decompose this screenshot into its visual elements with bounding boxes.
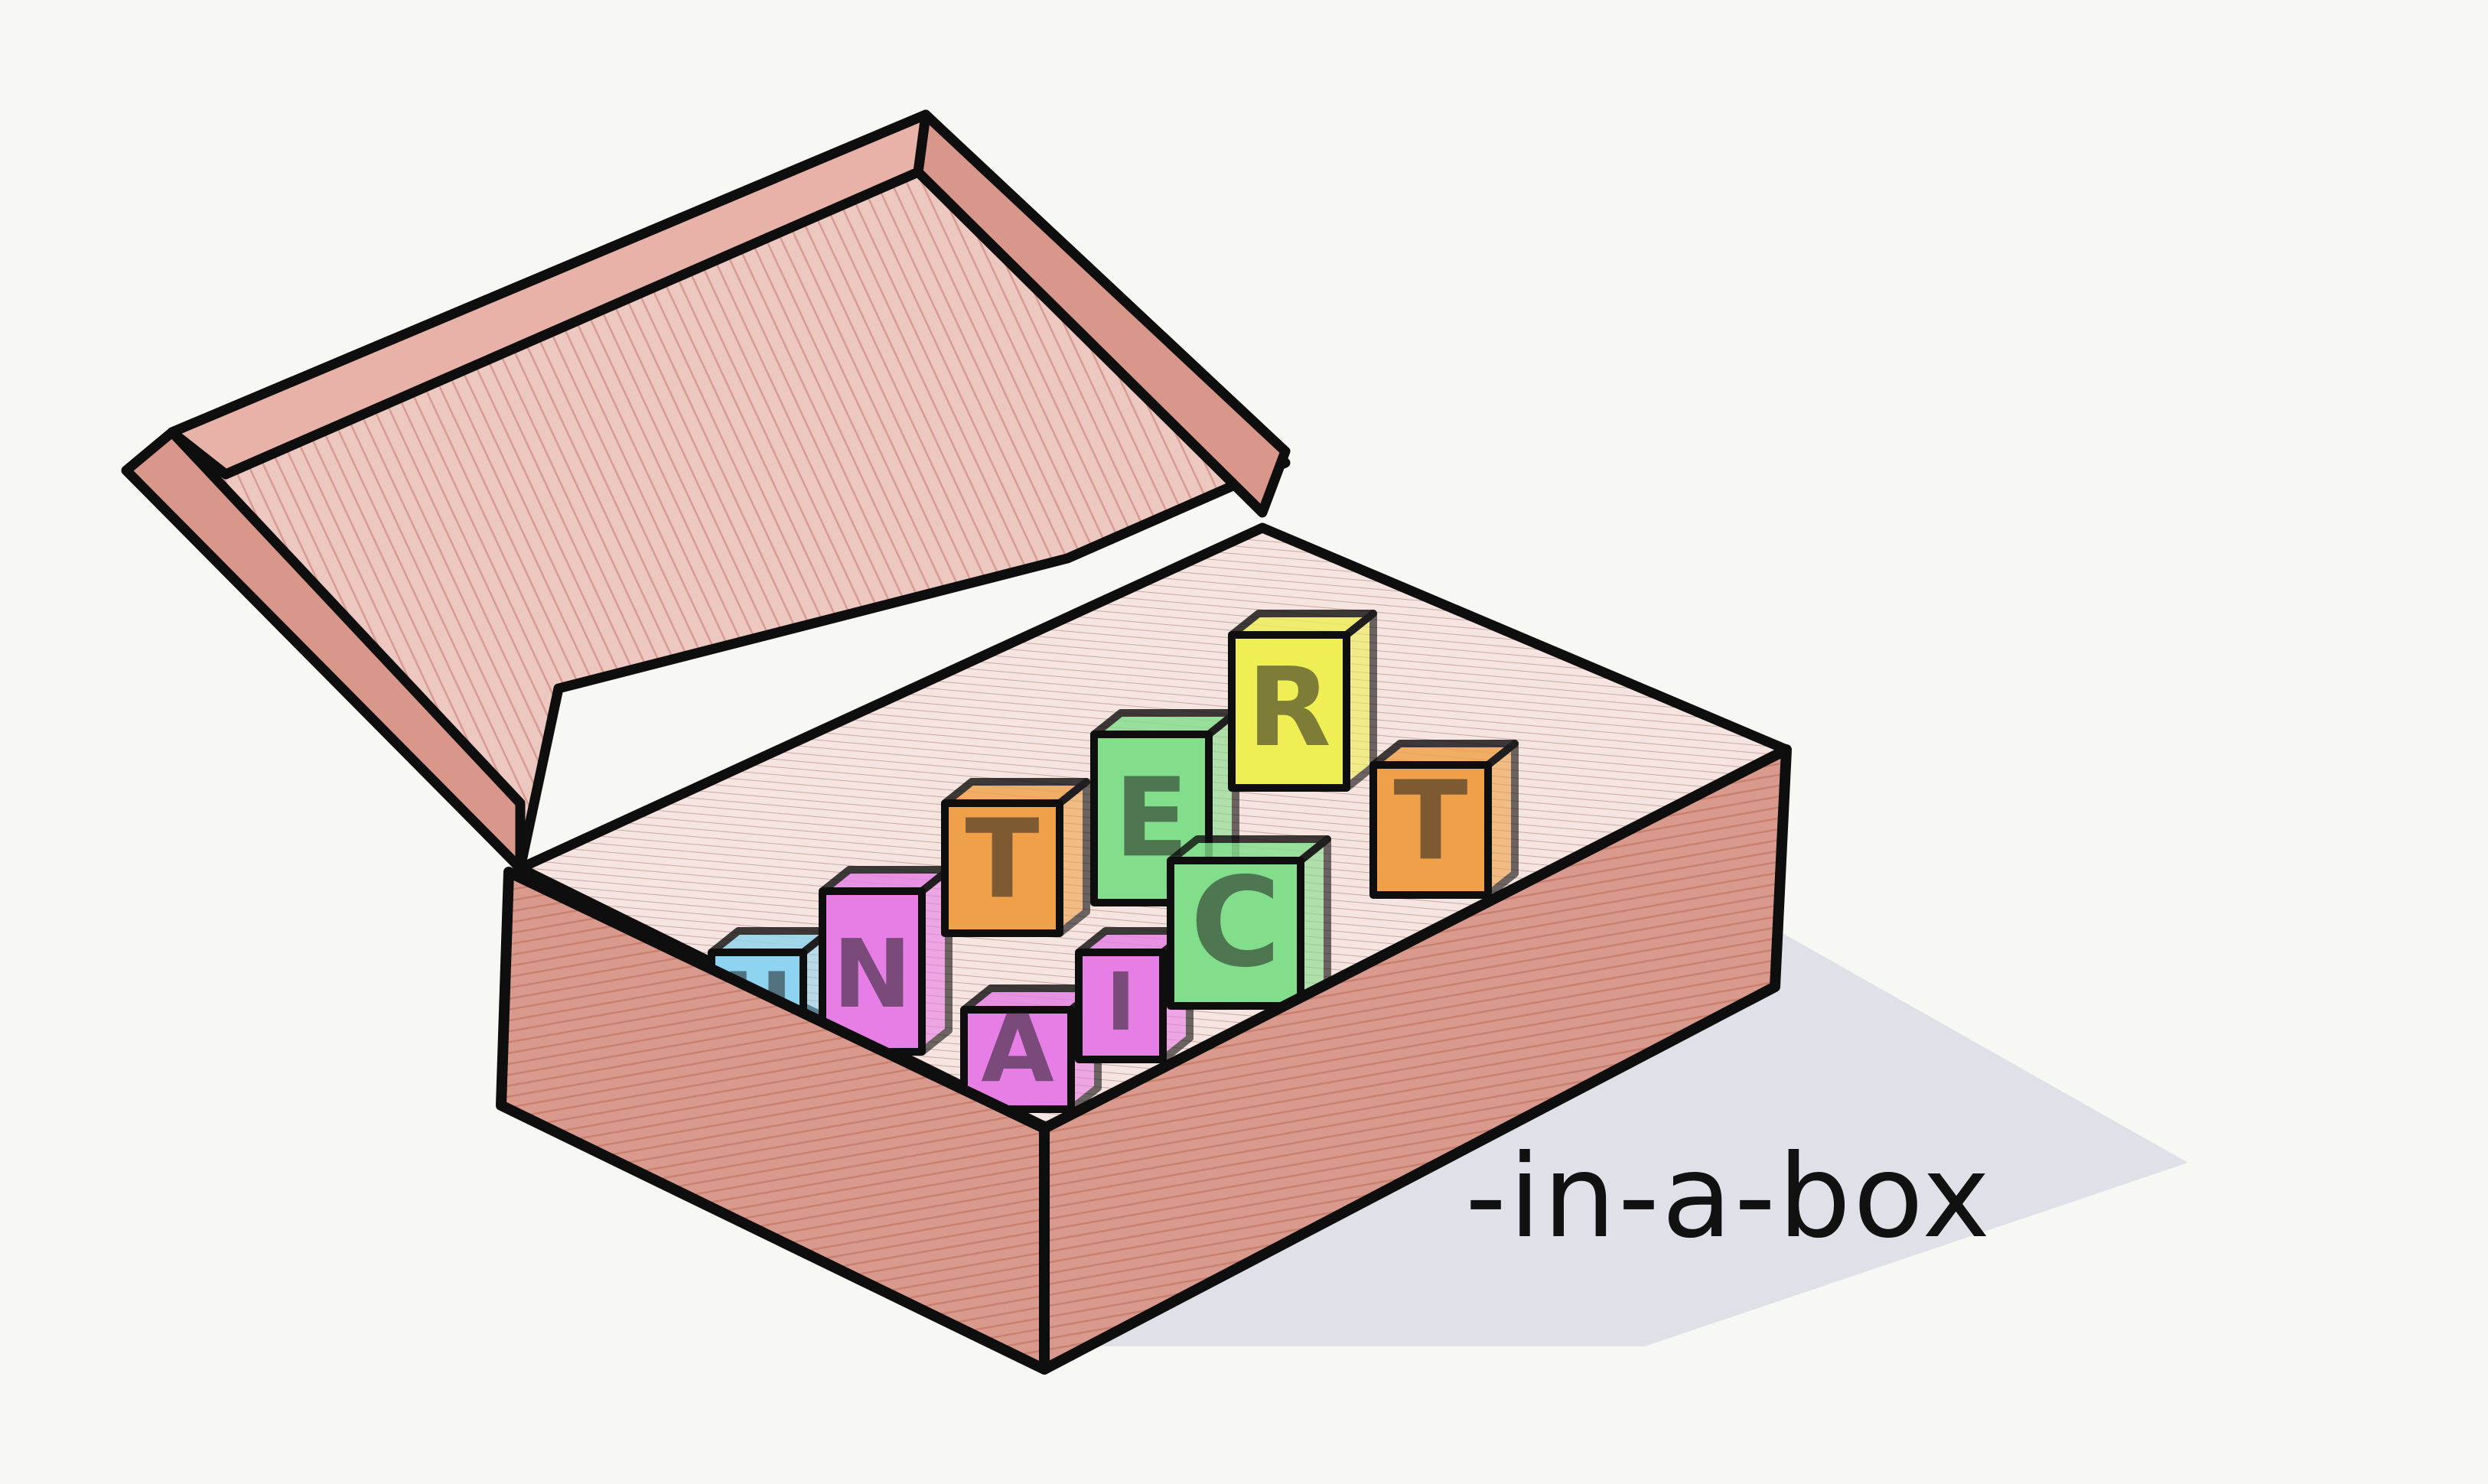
block-letter-glyph: I: [1106, 955, 1136, 1049]
yellow-block-letter-icon: R: [1228, 610, 1377, 792]
caption-text: -in-a-box: [1465, 1131, 1993, 1264]
box-walls: [496, 744, 1792, 1375]
magenta-block-letter-icon: N: [819, 866, 953, 1056]
box-shadow: [1033, 933, 2188, 1346]
block-letter-glyph: T: [1393, 757, 1467, 884]
orange-block-letter-icon: T: [1369, 740, 1519, 899]
block-letter-glyph: T: [965, 796, 1039, 923]
orange-block-letter-icon: T: [941, 778, 1090, 937]
block-letter-glyph: A: [981, 994, 1054, 1105]
green-block-letter-icon: C: [1167, 835, 1331, 1010]
block-letter-glyph: C: [1190, 851, 1281, 995]
box-lid: [121, 109, 1291, 874]
block-letter-glyph: N: [832, 919, 911, 1030]
block-letter-glyph: R: [1247, 644, 1331, 771]
